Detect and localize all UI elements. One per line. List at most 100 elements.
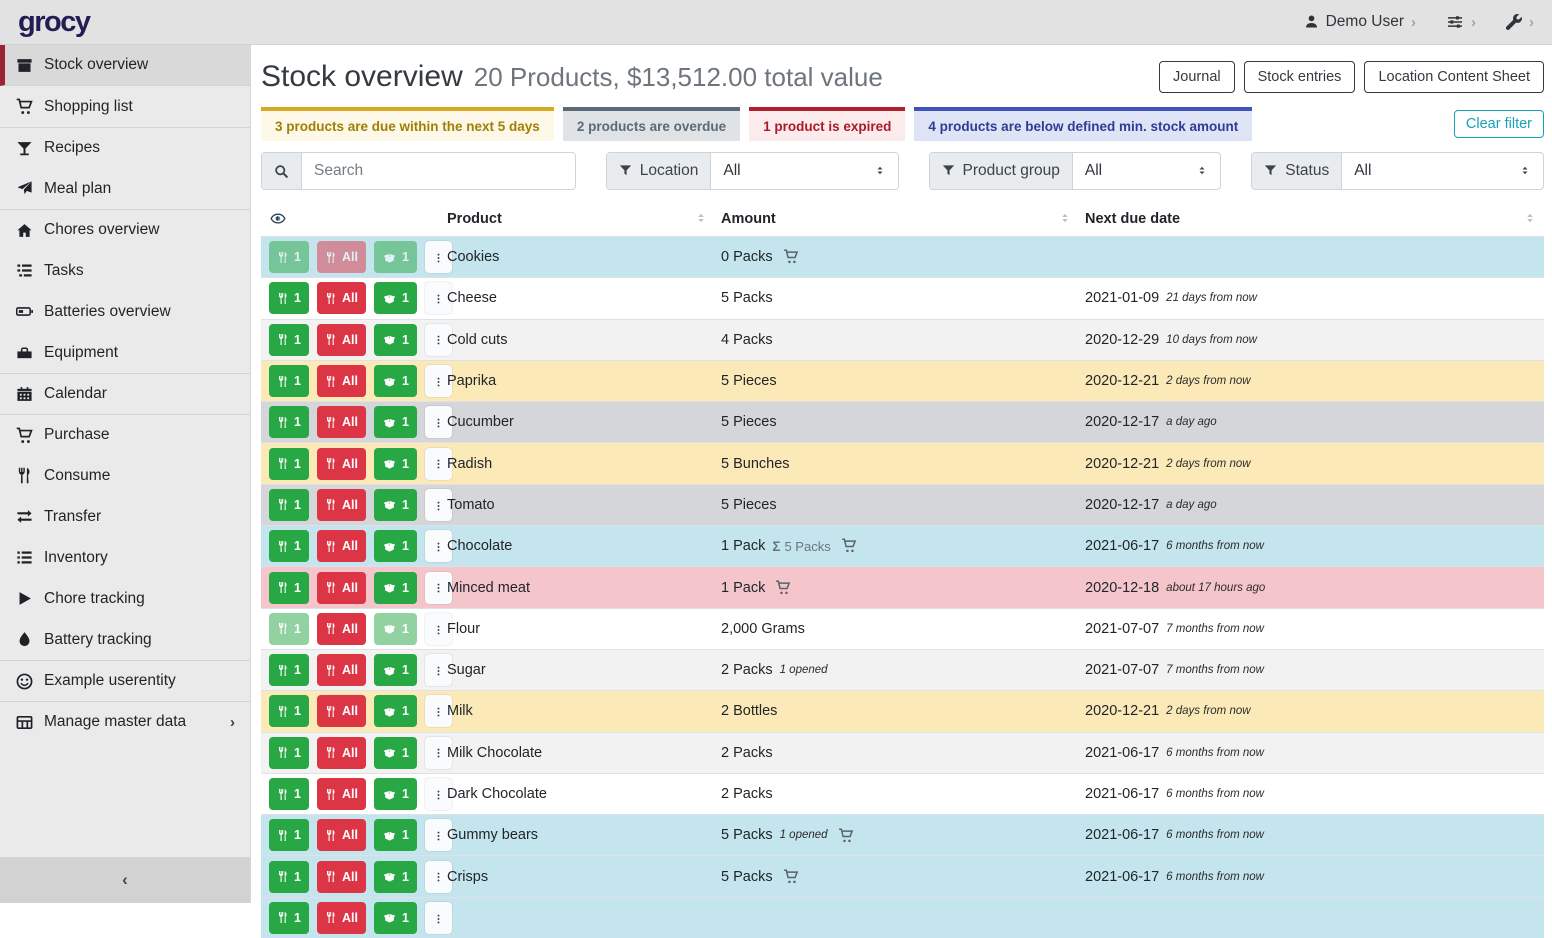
sidebar-item-consume[interactable]: Consume: [0, 455, 250, 496]
consume-one-button[interactable]: 1: [269, 860, 309, 893]
column-header-product[interactable]: Product: [447, 210, 721, 228]
consume-one-button[interactable]: 1: [269, 778, 309, 810]
row-menu-button[interactable]: [424, 819, 452, 852]
consume-one-button[interactable]: 1: [269, 530, 309, 563]
column-header-amount[interactable]: Amount: [721, 210, 1085, 228]
filter-select[interactable]: All: [1342, 153, 1543, 189]
sidebar-item-inventory[interactable]: Inventory: [0, 537, 250, 578]
consume-all-button[interactable]: All: [316, 571, 366, 604]
consume-all-button[interactable]: All: [316, 612, 366, 645]
column-header-next-due-date[interactable]: Next due date: [1085, 210, 1544, 228]
filter-select[interactable]: All: [1073, 153, 1220, 189]
open-product-button[interactable]: 1: [373, 819, 417, 852]
consume-all-button[interactable]: All: [316, 241, 366, 274]
consume-one-button[interactable]: 1: [269, 695, 309, 728]
consume-all-button[interactable]: All: [316, 323, 366, 356]
consume-all-button[interactable]: All: [316, 860, 366, 893]
sidebar-item-tasks[interactable]: Tasks: [0, 250, 250, 291]
banner-danger[interactable]: 1 product is expired: [749, 107, 906, 141]
consume-one-button[interactable]: 1: [269, 736, 309, 769]
row-menu-button[interactable]: [424, 901, 452, 934]
row-menu-button[interactable]: [424, 282, 452, 315]
shopping-cart-icon[interactable]: [841, 537, 857, 555]
row-menu-button[interactable]: [424, 654, 452, 687]
row-menu-button[interactable]: [424, 241, 452, 274]
row-menu-button[interactable]: [424, 571, 452, 604]
sidebar-item-example-userentity[interactable]: Example userentity: [0, 660, 250, 701]
sidebar-item-purchase[interactable]: Purchase: [0, 414, 250, 455]
consume-one-button[interactable]: 1: [269, 571, 309, 604]
open-product-button[interactable]: 1: [373, 778, 417, 810]
consume-all-button[interactable]: All: [316, 406, 366, 439]
consume-one-button[interactable]: 1: [269, 365, 309, 398]
search-input[interactable]: [302, 153, 575, 189]
open-product-button[interactable]: 1: [373, 654, 417, 687]
sidebar-collapse-button[interactable]: ‹: [0, 857, 250, 903]
consume-all-button[interactable]: All: [316, 819, 366, 852]
banner-secondary[interactable]: 2 products are overdue: [562, 107, 741, 141]
open-product-button[interactable]: 1: [373, 323, 417, 356]
sidebar-item-batteries-overview[interactable]: Batteries overview: [0, 291, 250, 332]
sidebar-item-chore-tracking[interactable]: Chore tracking: [0, 578, 250, 619]
app-logo[interactable]: grocy: [18, 5, 91, 38]
row-menu-button[interactable]: [424, 323, 452, 356]
row-menu-button[interactable]: [424, 612, 452, 645]
sidebar-item-manage-master-data[interactable]: Manage master data ›: [0, 701, 250, 742]
sort-icon[interactable]: [1059, 210, 1071, 228]
open-product-button[interactable]: 1: [373, 282, 417, 315]
sidebar-item-chores-overview[interactable]: Chores overview: [0, 209, 250, 250]
open-product-button[interactable]: 1: [373, 530, 417, 563]
row-menu-button[interactable]: [424, 447, 452, 480]
sidebar-item-shopping-list[interactable]: Shopping list: [0, 86, 250, 127]
consume-one-button[interactable]: 1: [269, 488, 309, 521]
consume-all-button[interactable]: All: [316, 488, 366, 521]
filter-select[interactable]: All: [711, 153, 897, 189]
open-product-button[interactable]: 1: [373, 488, 417, 521]
shopping-cart-icon[interactable]: [783, 248, 799, 266]
consume-one-button[interactable]: 1: [269, 241, 309, 274]
sidebar-item-recipes[interactable]: Recipes: [0, 127, 250, 168]
consume-all-button[interactable]: All: [316, 365, 366, 398]
row-menu-button[interactable]: [424, 695, 452, 728]
shopping-cart-icon[interactable]: [838, 826, 854, 844]
row-menu-button[interactable]: [424, 406, 452, 439]
column-visibility-header[interactable]: [261, 210, 447, 228]
open-product-button[interactable]: 1: [373, 736, 417, 769]
open-product-button[interactable]: 1: [373, 695, 417, 728]
row-menu-button[interactable]: [424, 736, 452, 769]
open-product-button[interactable]: 1: [373, 612, 417, 645]
consume-one-button[interactable]: 1: [269, 406, 309, 439]
row-menu-button[interactable]: [424, 530, 452, 563]
open-product-button[interactable]: 1: [373, 406, 417, 439]
banner-primary[interactable]: 4 products are below defined min. stock …: [914, 107, 1253, 141]
consume-all-button[interactable]: All: [316, 530, 366, 563]
banner-warning[interactable]: 3 products are due within the next 5 day…: [261, 107, 554, 141]
sort-icon[interactable]: [695, 210, 707, 228]
row-menu-button[interactable]: [424, 778, 452, 810]
consume-one-button[interactable]: 1: [269, 901, 309, 934]
sidebar-item-battery-tracking[interactable]: Battery tracking: [0, 619, 250, 660]
consume-one-button[interactable]: 1: [269, 323, 309, 356]
consume-all-button[interactable]: All: [316, 447, 366, 480]
consume-one-button[interactable]: 1: [269, 612, 309, 645]
sort-icon[interactable]: [1524, 210, 1536, 228]
consume-all-button[interactable]: All: [316, 695, 366, 728]
open-product-button[interactable]: 1: [373, 571, 417, 604]
consume-one-button[interactable]: 1: [269, 282, 309, 315]
sidebar-item-meal-plan[interactable]: Meal plan: [0, 168, 250, 209]
shopping-cart-icon[interactable]: [775, 579, 791, 597]
sidebar-item-equipment[interactable]: Equipment: [0, 332, 250, 373]
consume-all-button[interactable]: All: [316, 778, 366, 810]
consume-one-button[interactable]: 1: [269, 654, 309, 687]
consume-all-button[interactable]: All: [316, 736, 366, 769]
row-menu-button[interactable]: [424, 488, 452, 521]
row-menu-button[interactable]: [424, 860, 452, 893]
row-menu-button[interactable]: [424, 365, 452, 398]
open-product-button[interactable]: 1: [373, 860, 417, 893]
sidebar-item-transfer[interactable]: Transfer: [0, 496, 250, 537]
consume-all-button[interactable]: All: [316, 282, 366, 315]
shopping-cart-icon[interactable]: [783, 868, 799, 886]
sidebar-item-stock-overview[interactable]: Stock overview: [0, 45, 250, 86]
open-product-button[interactable]: 1: [373, 901, 417, 934]
consume-all-button[interactable]: All: [316, 901, 366, 934]
